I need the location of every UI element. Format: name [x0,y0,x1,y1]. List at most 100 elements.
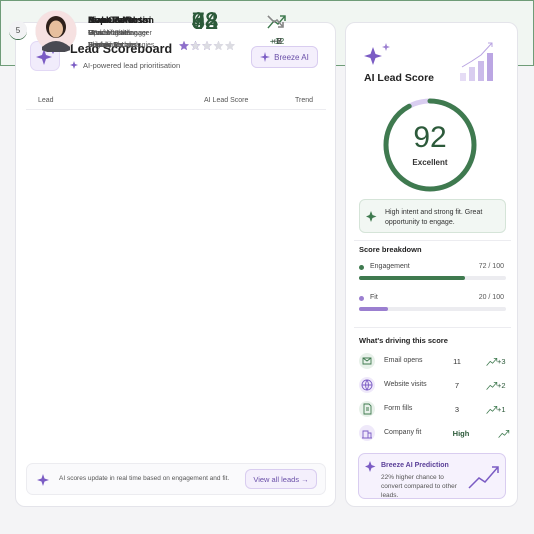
note-text: High intent and strong fit. Great opport… [385,209,483,226]
lead-company: Summit Technologies [88,42,155,49]
footer: AI scores update in real time based on e… [26,463,326,495]
driver-name: Website visits [384,381,427,388]
lead-name: Ava Chen [88,15,132,26]
gauge-score: 92 [413,121,447,154]
lead-trend: −6 [272,36,282,46]
lead-score: 48 [191,8,219,35]
icon-glyph [362,430,372,439]
lead-title: Head of Sales [88,30,132,37]
arrow-stroke [486,406,498,414]
driver-icon [359,377,375,393]
panel-title: AI Lead Score [364,72,435,84]
trend-arrow [498,430,510,438]
lead-company: Brightly Co. [88,42,125,49]
progress-bar [359,307,389,311]
title: Lead Scoreboard [70,42,173,56]
arrow-stroke [493,358,498,362]
trend-arrow [486,358,498,366]
lead-score: 92 [191,8,219,35]
trend-arrow [267,15,284,28]
icon-bg [359,401,375,417]
icon-glyph [363,403,372,415]
lead-score: 32 [191,8,219,35]
progress-bar [359,276,465,280]
footer-note: AI scores update in real time based on e… [59,475,230,482]
lead-name: Noah Johnson [88,15,154,26]
trend-arrow [267,15,286,29]
breeze-button[interactable]: Breeze AI [251,46,318,68]
star-empty [213,41,224,51]
lead-title: Operations Manager [88,30,152,37]
star-filled [179,41,189,51]
arrow-stroke [267,15,284,28]
note-box: High intent and strong fit. Great opport… [359,199,506,233]
lead-title: Marketing Manager [88,30,149,37]
column-header: Lead [38,97,54,104]
scoreboard-panel: Lead Scoreboard AI-powered lead prioriti… [15,22,336,507]
lead-title: Growth Lead [88,30,129,37]
column-header: Trend [295,97,314,104]
arrow-stroke [498,430,510,438]
breakdown-name: Engagement [370,263,410,270]
legend-dot [359,265,364,270]
trend-arrow [486,382,498,390]
driver-value: 3 [454,405,460,414]
prediction-title: Breeze AI Prediction [381,462,449,469]
sparkle [366,211,377,222]
driver-value: High [452,429,470,438]
gauge-rating: Excellent [412,158,448,167]
divider [354,327,511,328]
star-empty [202,41,212,51]
rank: 5 [15,25,21,35]
avatar-body [42,41,70,52]
sparkle [365,461,376,472]
decor-chart [460,42,493,81]
arrow-stroke [280,15,286,21]
trend-arrow [486,406,498,414]
progress-track [359,307,506,311]
arrow-stroke [493,406,498,410]
lead-row[interactable]: 5 Isabella Rossi Operations Manager Elevate… [0,8,534,314]
button-label: Breeze AI [274,52,309,62]
subtitle: AI-powered lead prioritisation [83,61,181,70]
gauge [383,98,477,192]
driver-icon [359,425,375,441]
lead-trend: −3 [272,36,282,46]
lead-company: Velocity Inc. [88,42,126,49]
lead-company: Elevate Partners [88,42,140,49]
section-title: What's driving this score [359,336,448,345]
breakdown-name: Fit [370,294,378,301]
lead-trend: −8 [272,36,282,46]
divider [354,240,511,241]
star-rating [179,41,235,51]
view-all-button[interactable]: View all leads → [245,469,317,489]
star-empty [190,41,201,51]
section-title: Score breakdown [359,245,422,254]
driver-value: 11 [453,357,461,366]
rank-badge: 5 [9,21,27,39]
icon-bg [359,425,375,441]
arrow-stroke [278,22,284,28]
arrow-stroke [493,382,498,386]
lead-name: Sophie Martin [88,15,151,26]
driver-icon [359,353,375,369]
lead-title: VP of Marketing [88,30,138,37]
sparkle [37,474,49,486]
score-panel: AI Lead Score 92 Excellent High intent a… [345,22,518,507]
driver-value: 7 [454,381,460,390]
divider [26,109,326,110]
lead-company: Northwind Labs [88,42,137,49]
avatar-face [49,20,63,38]
gauge-arc [383,98,477,192]
driver-name: Form fills [384,405,413,412]
lead-score: 78 [191,8,219,35]
driver-name: Company fit [384,429,422,436]
driver-trend: +3 [497,357,506,366]
sparkle [364,43,390,65]
breakdown-label: 20 / 100 [478,294,504,301]
breakdown-label: 72 / 100 [478,263,504,270]
lead-trend: +7 [272,36,282,46]
driver-trend: +1 [497,405,506,414]
arrow-stroke [267,15,286,29]
